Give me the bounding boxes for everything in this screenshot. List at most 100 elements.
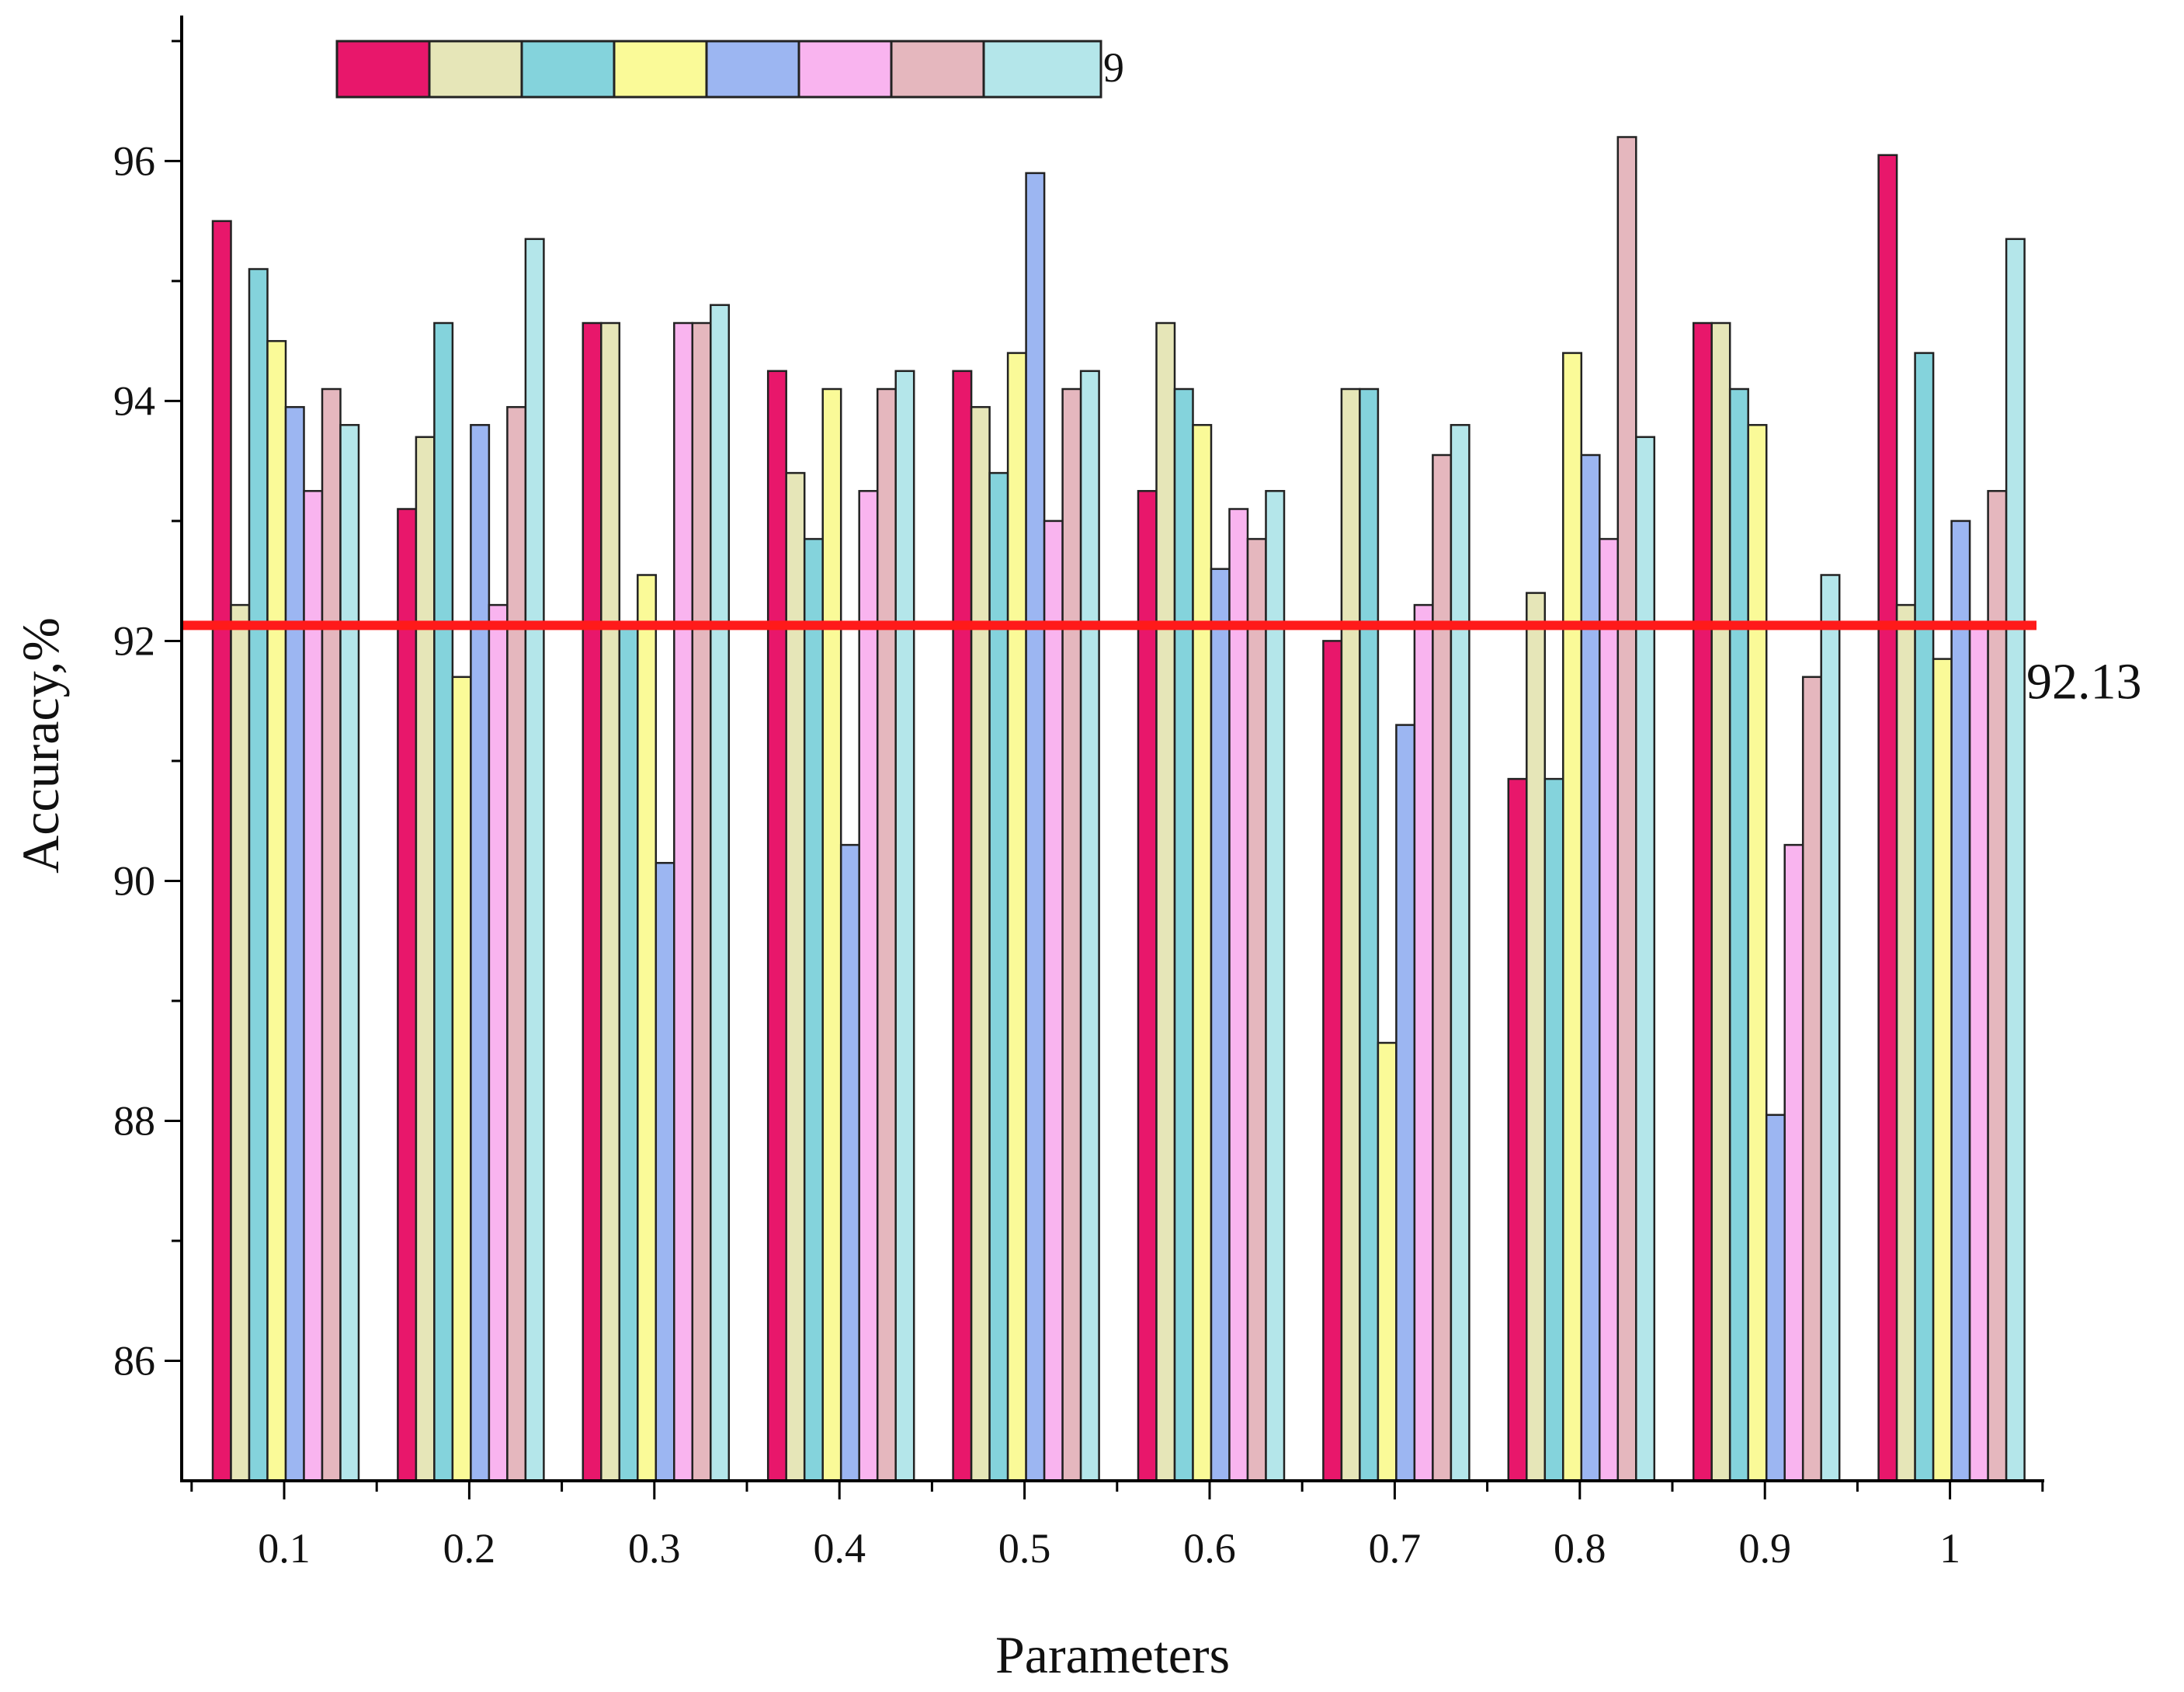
bar-series-2-cat-0.4	[768, 371, 786, 1481]
bar-series-6-cat-0.6	[1211, 569, 1230, 1481]
bar-series-6-cat-0.8	[1582, 455, 1600, 1481]
bar-series-3-cat-0.7	[1342, 389, 1360, 1481]
y-axis-title: Accuracy,%	[11, 617, 70, 874]
bar-series-7-cat-0.1	[304, 491, 323, 1481]
bar-series-4-cat-0.4	[804, 539, 823, 1481]
bar-series-5-cat-0.7	[1378, 1043, 1397, 1481]
bar-series-3-cat-0.9	[1712, 323, 1731, 1481]
bar-series-6-cat-0.5	[1026, 173, 1045, 1481]
bar-series-8-cat-0.9	[1803, 677, 1821, 1481]
bar-series-9-cat-0.2	[526, 239, 544, 1481]
bar-series-4-cat-0.8	[1545, 779, 1564, 1481]
bar-series-6-cat-0.4	[841, 845, 859, 1481]
bar-series-8-cat-0.1	[322, 389, 341, 1481]
bar-series-5-cat-0.1	[268, 341, 286, 1481]
bar-series-7-cat-0.2	[489, 605, 508, 1481]
bar-series-9-cat-0.5	[1081, 371, 1099, 1481]
y-tick-label: 96	[113, 137, 155, 184]
bar-series-9-cat-0.8	[1636, 437, 1654, 1481]
bar-series-8-cat-0.5	[1063, 389, 1082, 1481]
bar-series-8-cat-0.3	[693, 323, 711, 1481]
bar-series-9-cat-0.3	[710, 305, 729, 1481]
y-tick-label: 94	[113, 377, 155, 424]
bar-series-7-cat-0.5	[1044, 521, 1063, 1481]
x-tick-label: 0.5	[998, 1525, 1051, 1572]
y-tick-label: 86	[113, 1337, 155, 1384]
bar-series-7-cat-0.6	[1230, 509, 1248, 1482]
bar-series-8-cat-0.4	[877, 389, 896, 1481]
bar-series-4-cat-0.7	[1359, 389, 1378, 1481]
x-axis-title: Parameters	[995, 1625, 1230, 1684]
bar-series-7-cat-0.7	[1415, 605, 1433, 1481]
x-tick-label: 0.9	[1738, 1525, 1791, 1572]
bar-series-4-cat-0.9	[1730, 389, 1748, 1481]
bar-series-6-cat-0.7	[1396, 725, 1415, 1481]
bar-series-2-cat-0.3	[583, 323, 602, 1481]
y-tick-label: 90	[113, 857, 155, 904]
bar-series-8-cat-1	[1988, 491, 2007, 1481]
bar-series-8-cat-0.6	[1248, 539, 1266, 1481]
bar-series-6-cat-0.2	[470, 425, 489, 1481]
bar-series-7-cat-0.3	[674, 323, 693, 1481]
bar-series-7-cat-0.4	[859, 491, 878, 1481]
x-tick-label: 0.8	[1554, 1525, 1606, 1572]
bar-series-5-cat-0.4	[823, 389, 842, 1481]
bar-series-4-cat-0.6	[1175, 389, 1193, 1481]
bar-series-2-cat-0.5	[953, 371, 972, 1481]
bars-layer	[213, 137, 2025, 1482]
bar-series-8-cat-0.2	[507, 407, 526, 1481]
bar-series-9-cat-0.4	[896, 371, 915, 1481]
bar-series-2-cat-0.8	[1509, 779, 1527, 1481]
bar-series-7-cat-0.8	[1599, 539, 1618, 1481]
bar-series-6-cat-0.3	[656, 863, 675, 1481]
bar-series-9-cat-1	[2006, 239, 2025, 1481]
bar-series-4-cat-1	[1915, 353, 1934, 1481]
x-tick-label: 0.7	[1369, 1525, 1422, 1572]
bar-series-7-cat-1	[1970, 623, 1988, 1481]
bar-series-8-cat-0.8	[1618, 137, 1637, 1482]
bar-series-3-cat-0.1	[231, 605, 250, 1481]
bar-series-2-cat-0.6	[1138, 491, 1157, 1481]
bar-series-2-cat-0.9	[1693, 323, 1712, 1481]
bar-series-9-cat-0.1	[341, 425, 359, 1481]
bar-series-3-cat-0.5	[971, 407, 990, 1481]
bar-series-3-cat-1	[1897, 605, 1915, 1481]
legend-label-9: 9	[1103, 44, 1124, 91]
bar-series-3-cat-0.8	[1526, 593, 1545, 1481]
bar-series-6-cat-1	[1952, 521, 1970, 1481]
bar-series-3-cat-0.2	[416, 437, 435, 1481]
y-tick-label: 88	[113, 1097, 155, 1144]
bar-series-2-cat-0.1	[213, 221, 231, 1481]
legend-swatch-9	[984, 41, 1101, 97]
x-tick-label: 0.1	[258, 1525, 311, 1572]
bar-series-5-cat-0.2	[453, 677, 471, 1481]
bar-series-9-cat-0.9	[1821, 575, 1840, 1482]
legend: 23456789	[337, 41, 1124, 97]
bar-series-9-cat-0.6	[1266, 491, 1285, 1481]
x-tick-label: 1	[1939, 1525, 1960, 1572]
bar-series-7-cat-0.9	[1785, 845, 1804, 1481]
bar-series-2-cat-0.2	[398, 509, 416, 1482]
bar-series-5-cat-0.5	[1008, 353, 1026, 1481]
bar-series-5-cat-0.8	[1563, 353, 1582, 1481]
x-tick-label: 0.3	[628, 1525, 681, 1572]
bar-series-4-cat-0.3	[620, 623, 638, 1481]
x-tick-label: 0.4	[813, 1525, 866, 1572]
bar-series-5-cat-0.3	[637, 575, 656, 1482]
bar-series-2-cat-0.7	[1323, 641, 1342, 1481]
bar-series-5-cat-0.9	[1748, 425, 1767, 1481]
bar-series-9-cat-0.7	[1451, 425, 1470, 1481]
y-tick-label: 92	[113, 617, 155, 664]
x-tick-label: 0.6	[1183, 1525, 1236, 1572]
bar-series-6-cat-0.9	[1766, 1115, 1785, 1481]
x-tick-label: 0.2	[443, 1525, 496, 1572]
bar-series-5-cat-1	[1933, 659, 1952, 1481]
reference-line-label: 92.13	[2026, 653, 2142, 710]
bar-chart: 92.13 86 88 90 92 94 96 0.1 0.2 0.3 0.4 0.5 0.6 0.7 0…	[0, 0, 2184, 1692]
bar-series-8-cat-0.7	[1432, 455, 1451, 1481]
bar-series-3-cat-0.6	[1157, 323, 1175, 1481]
bar-series-5-cat-0.6	[1193, 425, 1212, 1481]
bar-series-4-cat-0.2	[434, 323, 453, 1481]
bar-series-6-cat-0.1	[286, 407, 304, 1481]
bar-series-2-cat-1	[1879, 155, 1898, 1481]
